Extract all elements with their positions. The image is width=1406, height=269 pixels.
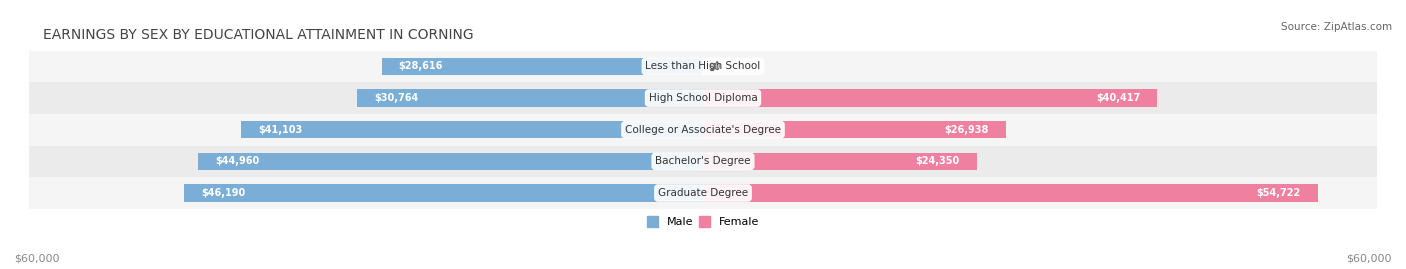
Bar: [703, 184, 1317, 202]
Text: $44,960: $44,960: [215, 156, 259, 166]
Bar: [703, 121, 1005, 138]
Bar: [30, 51, 1376, 82]
Legend: Male, Female: Male, Female: [643, 211, 763, 232]
Bar: [357, 89, 703, 107]
Text: Source: ZipAtlas.com: Source: ZipAtlas.com: [1281, 22, 1392, 31]
Text: College or Associate's Degree: College or Associate's Degree: [626, 125, 780, 135]
Text: Less than High School: Less than High School: [645, 61, 761, 71]
Text: High School Diploma: High School Diploma: [648, 93, 758, 103]
Bar: [381, 58, 703, 75]
Text: $26,938: $26,938: [945, 125, 988, 135]
Bar: [30, 146, 1376, 177]
Text: $28,616: $28,616: [398, 61, 443, 71]
Bar: [30, 177, 1376, 209]
Text: $60,000: $60,000: [14, 254, 59, 264]
Bar: [703, 89, 1157, 107]
Text: $30,764: $30,764: [374, 93, 419, 103]
Text: EARNINGS BY SEX BY EDUCATIONAL ATTAINMENT IN CORNING: EARNINGS BY SEX BY EDUCATIONAL ATTAINMEN…: [42, 29, 474, 43]
Bar: [30, 82, 1376, 114]
Bar: [198, 153, 703, 170]
Bar: [242, 121, 703, 138]
Text: $54,722: $54,722: [1257, 188, 1301, 198]
Text: $40,417: $40,417: [1095, 93, 1140, 103]
Text: $60,000: $60,000: [1347, 254, 1392, 264]
Bar: [184, 184, 703, 202]
Text: Graduate Degree: Graduate Degree: [658, 188, 748, 198]
Text: $0: $0: [709, 61, 721, 71]
Text: $24,350: $24,350: [915, 156, 960, 166]
Bar: [30, 114, 1376, 146]
Text: Bachelor's Degree: Bachelor's Degree: [655, 156, 751, 166]
Text: $46,190: $46,190: [201, 188, 245, 198]
Bar: [703, 153, 977, 170]
Text: $41,103: $41,103: [259, 125, 302, 135]
